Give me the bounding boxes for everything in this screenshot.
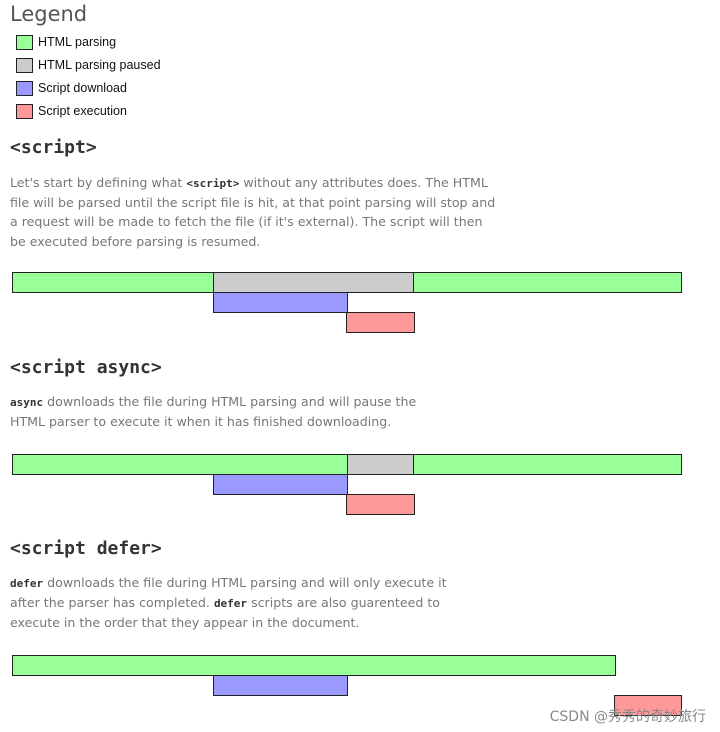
timeline-bar-html-parsing bbox=[413, 272, 682, 293]
timeline-bar-html-parsing-paused bbox=[347, 454, 415, 475]
timeline-bar-html-parsing bbox=[12, 454, 349, 475]
timeline-bar-script-execution bbox=[614, 695, 682, 716]
desc-text: downloads the file during HTML parsing a… bbox=[10, 394, 417, 430]
desc-text: scripts are also guarenteed to execute i… bbox=[10, 595, 440, 631]
timeline-bar-html-parsing-paused bbox=[213, 272, 415, 293]
timeline-bar-script-download bbox=[213, 675, 348, 696]
timeline-bar-script-execution bbox=[346, 312, 415, 333]
section-title-script-async: <script async> bbox=[10, 357, 162, 378]
legend-item-html-parsing-paused: HTML parsing paused bbox=[16, 56, 161, 74]
legend-label: HTML parsing paused bbox=[38, 58, 161, 72]
desc-text: Let's start by defining what bbox=[10, 175, 187, 190]
section-title-script: <script> bbox=[10, 137, 97, 158]
legend-swatch-html-parsing-paused bbox=[16, 57, 33, 73]
legend-item-script-download: Script download bbox=[16, 79, 127, 97]
desc-code: <script> bbox=[186, 177, 240, 190]
legend-item-script-execution: Script execution bbox=[16, 102, 127, 120]
legend-label: HTML parsing bbox=[38, 35, 117, 49]
desc-code: defer bbox=[213, 597, 248, 611]
desc-text: downloads the file during HTML parsing a… bbox=[10, 575, 447, 611]
legend-label: Script download bbox=[38, 81, 127, 95]
section-title-script-defer: <script defer> bbox=[10, 538, 162, 559]
desc-text: without any attributes does. The HTML fi… bbox=[10, 175, 496, 249]
legend-swatch-html-parsing bbox=[16, 34, 33, 50]
watermark: CSDN @秀秀的奇妙旅行 bbox=[549, 709, 706, 725]
timeline-bar-html-parsing bbox=[12, 272, 215, 293]
timeline-bar-script-download bbox=[213, 474, 348, 495]
legend-title: Legend bbox=[10, 2, 88, 26]
legend-swatch-script-download bbox=[16, 80, 33, 96]
timeline-bar-script-download bbox=[213, 292, 348, 313]
legend-label: Script execution bbox=[38, 104, 127, 118]
legend-swatch-script-execution bbox=[16, 103, 33, 119]
section-desc-script: Let's start by defining what <script> wi… bbox=[10, 173, 500, 251]
timeline-bar-script-execution bbox=[346, 494, 415, 515]
section-desc-script-async: async downloads the file during HTML par… bbox=[10, 392, 450, 431]
desc-code: defer bbox=[10, 577, 44, 590]
section-desc-script-defer: defer downloads the file during HTML par… bbox=[10, 573, 470, 633]
legend-item-html-parsing: HTML parsing bbox=[16, 33, 116, 51]
desc-code: async bbox=[10, 396, 44, 409]
timeline-bar-html-parsing bbox=[413, 454, 682, 475]
timeline-bar-html-parsing bbox=[12, 655, 616, 676]
